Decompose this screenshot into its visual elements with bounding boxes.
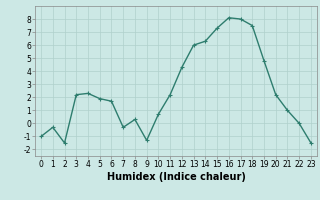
X-axis label: Humidex (Indice chaleur): Humidex (Indice chaleur)	[107, 172, 245, 182]
